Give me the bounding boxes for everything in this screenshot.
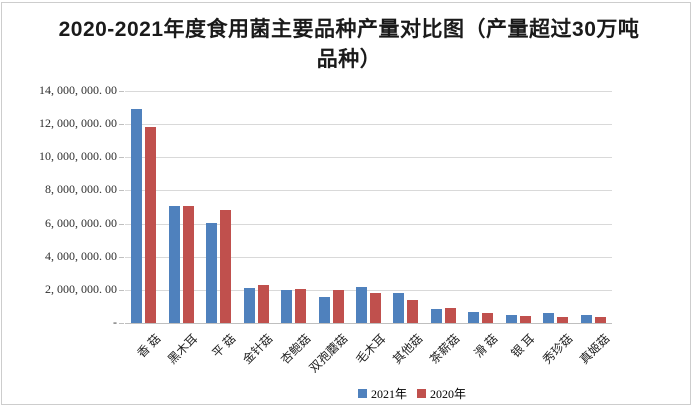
y-axis-tick-label: -	[113, 315, 117, 329]
bar-2020年-毛木耳	[370, 293, 381, 323]
y-axis-tick-mark	[119, 124, 124, 125]
y-axis-tick-label: 12, 000, 000. 00	[39, 116, 117, 130]
bar-2020年-杏鲍菇	[295, 289, 306, 323]
bar-2021年-真姬菇	[581, 315, 592, 323]
bar-2020年-平菇	[220, 210, 231, 323]
bar-2021年-杏鲍菇	[281, 290, 292, 323]
legend-swatch-icon	[358, 389, 367, 398]
chart-title: 2020-2021年度食用菌主要品种产量对比图（产量超过30万吨品种）	[58, 18, 640, 71]
bar-2020年-双孢蘑菇	[333, 290, 344, 323]
legend: 2021年 2020年	[358, 385, 466, 402]
y-axis-tick-mark	[119, 190, 124, 191]
y-gridline	[125, 290, 612, 291]
y-axis-tick-label: 8, 000, 000. 00	[45, 182, 117, 196]
x-axis-line	[125, 323, 612, 324]
y-axis-tick-label: 10, 000, 000. 00	[39, 149, 117, 163]
bar-2021年-平菇	[206, 223, 217, 323]
y-gridline	[125, 224, 612, 225]
y-axis-tick-mark	[119, 323, 124, 324]
legend-item-2020年: 2020年	[417, 385, 466, 402]
y-gridline	[125, 157, 612, 158]
bar-2020年-金针菇	[258, 285, 269, 323]
bar-2021年-香菇	[131, 109, 142, 323]
bar-2020年-黑木耳	[183, 206, 194, 323]
bar-2020年-秀珍菇	[557, 317, 568, 323]
bar-2021年-毛木耳	[356, 287, 367, 323]
bar-2020年-银耳	[520, 316, 531, 323]
y-gridline	[125, 91, 612, 92]
legend-label: 2021年	[371, 387, 408, 401]
y-axis-tick-mark	[119, 224, 124, 225]
y-axis-tick-mark	[119, 157, 124, 158]
bar-2021年-秀珍菇	[543, 313, 554, 323]
bar-2020年-滑菇	[482, 313, 493, 323]
y-gridline	[125, 124, 612, 125]
bar-2020年-其他菇	[407, 300, 418, 323]
y-axis-tick-label: 14, 000, 000. 00	[39, 83, 117, 97]
legend-item-2021年: 2021年	[358, 385, 407, 402]
bar-2021年-其他菇	[393, 293, 404, 323]
bar-2021年-茶薪菇	[431, 309, 442, 323]
y-axis-tick-mark	[119, 257, 124, 258]
bar-2021年-滑菇	[468, 312, 479, 323]
bar-2021年-双孢蘑菇	[319, 297, 330, 323]
y-axis-tick-label: 6, 000, 000. 00	[45, 216, 117, 230]
bar-2020年-香菇	[145, 127, 156, 323]
bar-2021年-黑木耳	[169, 206, 180, 323]
bar-2021年-金针菇	[244, 288, 255, 323]
legend-swatch-icon	[417, 389, 427, 398]
legend-label: 2020年	[430, 387, 467, 401]
y-axis-tick-label: 2, 000, 000. 00	[45, 282, 117, 296]
y-axis-tick-mark	[119, 290, 124, 291]
y-gridline	[125, 257, 612, 258]
y-axis-tick-label: 4, 000, 000. 00	[45, 249, 117, 263]
y-gridline	[125, 190, 612, 191]
y-axis-tick-mark	[119, 91, 124, 92]
bar-2020年-真姬菇	[595, 317, 606, 323]
bar-2020年-茶薪菇	[445, 308, 456, 323]
bar-2021年-银耳	[506, 315, 517, 323]
